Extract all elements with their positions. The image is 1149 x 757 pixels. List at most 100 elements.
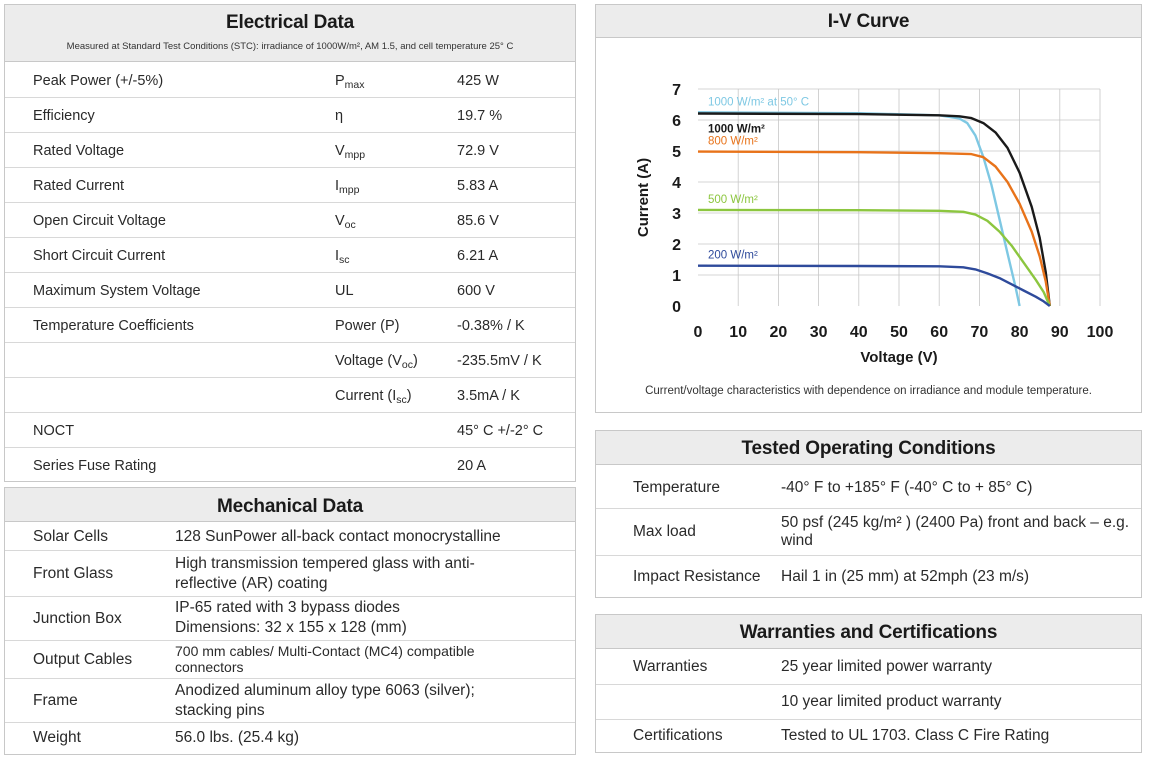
- x-tick-label: 80: [1011, 324, 1029, 341]
- electrical-row: Series Fuse Rating 20 A: [5, 448, 575, 483]
- warranty-row: Warranties 25 year limited power warrant…: [596, 650, 1141, 685]
- iv-caption: Current/voltage characteristics with dep…: [645, 385, 1092, 397]
- y-tick-label: 6: [672, 113, 681, 130]
- y-tick-label: 7: [672, 82, 681, 99]
- electrical-value: -0.38% / K: [457, 318, 525, 334]
- electrical-value: 5.83 A: [457, 178, 499, 194]
- electrical-value: 20 A: [457, 458, 487, 474]
- x-tick-label: 60: [930, 324, 948, 341]
- series-label: 1000 W/m²: [708, 123, 765, 135]
- mechanical-value: 700 mm cables/ Multi-Contact (MC4) compa…: [175, 643, 475, 675]
- x-tick-label: 30: [810, 324, 828, 341]
- electrical-value: 600 V: [457, 283, 495, 299]
- mechanical-row: Output Cables 700 mm cables/ Multi-Conta…: [5, 641, 575, 679]
- series-label: 1000 W/m² at 50° C: [708, 96, 809, 108]
- x-tick-label: 0: [694, 324, 703, 341]
- electrical-title: Electrical Data: [226, 12, 354, 33]
- tested-header: Tested Operating Conditions: [596, 431, 1141, 465]
- electrical-row: Efficiency η 19.7 %: [5, 98, 575, 133]
- electrical-value: 45° C +/-2° C: [457, 423, 544, 439]
- y-tick-label: 5: [672, 144, 681, 161]
- warranties-header: Warranties and Certifications: [596, 615, 1141, 649]
- mechanical-label: Output Cables: [33, 651, 133, 668]
- series-line: [697, 264, 1051, 307]
- electrical-label: Open Circuit Voltage: [33, 213, 166, 229]
- series-label: 200 W/m²: [708, 250, 758, 262]
- mechanical-label: Weight: [33, 729, 81, 746]
- x-tick-label: 100: [1087, 324, 1114, 341]
- tested-row: Temperature -40° F to +185° F (-40° C to…: [596, 466, 1141, 509]
- x-tick-label: 40: [850, 324, 868, 341]
- tested-label: Max load: [633, 523, 696, 540]
- electrical-value: -235.5mV / K: [457, 353, 542, 369]
- series-line: [697, 112, 1051, 307]
- x-axis-label: Voltage (V): [860, 349, 937, 366]
- series-label: 800 W/m²: [708, 136, 758, 148]
- mechanical-row: Frame Anodized aluminum alloy type 6063 …: [5, 679, 575, 723]
- y-axis-label: Current (A): [635, 158, 652, 237]
- mechanical-value: 56.0 lbs. (25.4 kg): [175, 729, 300, 746]
- electrical-value: 425 W: [457, 73, 499, 89]
- mechanical-label: Frame: [33, 692, 78, 709]
- x-tick-label: 20: [770, 324, 788, 341]
- x-tick-label: 10: [729, 324, 747, 341]
- mechanical-row: Weight 56.0 lbs. (25.4 kg): [5, 723, 575, 753]
- electrical-row: Short Circuit Current Isc 6.21 A: [5, 238, 575, 273]
- electrical-subtitle: Measured at Standard Test Conditions (ST…: [66, 41, 514, 52]
- mechanical-value: IP-65 rated with 3 bypass diodes Dimensi…: [175, 599, 407, 636]
- tested-value: 50 psf (245 kg/m² ) (2400 Pa) front and …: [781, 514, 1130, 549]
- electrical-symbol: Isc: [335, 248, 350, 266]
- electrical-symbol: Power (P): [335, 318, 400, 334]
- electrical-symbol: Vmpp: [335, 143, 366, 161]
- series-line: [697, 150, 1051, 307]
- mechanical-row: Solar Cells 128 SunPower all-back contac…: [5, 523, 575, 551]
- electrical-value: 72.9 V: [457, 143, 499, 159]
- electrical-label: Peak Power (+/-5%): [33, 73, 164, 89]
- electrical-label: Short Circuit Current: [33, 248, 166, 264]
- tested-title: Tested Operating Conditions: [741, 438, 996, 459]
- electrical-data-panel: Electrical Data Measured at Standard Tes…: [4, 4, 576, 482]
- tested-conditions-panel: Tested Operating Conditions Temperature …: [595, 430, 1142, 598]
- y-tick-label: 4: [672, 175, 681, 192]
- mechanical-row: Front Glass High transmission tempered g…: [5, 551, 575, 597]
- electrical-symbol: η: [335, 108, 344, 124]
- mechanical-value: High transmission tempered glass with an…: [175, 555, 475, 592]
- y-tick-label: 1: [672, 268, 681, 285]
- tested-row: Impact Resistance Hail 1 in (25 mm) at 5…: [596, 556, 1141, 597]
- warranties-panel: Warranties and Certifications Warranties…: [595, 614, 1142, 753]
- warranty-row: Certifications Tested to UL 1703. Class …: [596, 720, 1141, 752]
- electrical-label: NOCT: [33, 423, 75, 439]
- electrical-value: 19.7 %: [457, 108, 503, 124]
- x-tick-label: 90: [1051, 324, 1069, 341]
- x-tick-label: 50: [890, 324, 908, 341]
- iv-curve-panel: I-V Curve 0 1 2 3 4 5 6 7 0 10 20 30 40 50 60 70 80 90 100…: [595, 4, 1142, 413]
- warranty-label: Certifications: [633, 727, 723, 744]
- electrical-label: Rated Voltage: [33, 143, 125, 159]
- electrical-symbol: UL: [335, 283, 354, 299]
- warranties-title: Warranties and Certifications: [739, 622, 998, 643]
- mechanical-label: Solar Cells: [33, 528, 108, 545]
- warranty-value: 25 year limited power warranty: [781, 658, 993, 675]
- warranty-row: 10 year limited product warranty: [596, 685, 1141, 720]
- electrical-label: Temperature Coefficients: [33, 318, 194, 334]
- mechanical-value: Anodized aluminum alloy type 6063 (silve…: [175, 682, 475, 719]
- warranty-value: 10 year limited product warranty: [781, 693, 1002, 710]
- mechanical-row: Junction Box IP-65 rated with 3 bypass d…: [5, 597, 575, 641]
- tested-value: -40° F to +185° F (-40° C to + 85° C): [781, 479, 1033, 496]
- electrical-row: Rated Current Impp 5.83 A: [5, 168, 575, 203]
- y-tick-label: 2: [672, 237, 681, 254]
- mechanical-label: Junction Box: [33, 610, 122, 627]
- electrical-row: NOCT 45° C +/-2° C: [5, 413, 575, 448]
- mechanical-label: Front Glass: [33, 565, 114, 582]
- electrical-value: 3.5mA / K: [457, 388, 520, 404]
- series-line: [697, 208, 1051, 307]
- electrical-row: Rated Voltage Vmpp 72.9 V: [5, 133, 575, 168]
- electrical-value: 85.6 V: [457, 213, 499, 229]
- y-tick-label: 3: [672, 206, 681, 223]
- electrical-symbol: Pmax: [335, 73, 365, 91]
- electrical-symbol: Current (Isc): [335, 388, 412, 406]
- electrical-symbol: Impp: [335, 178, 360, 196]
- iv-title: I-V Curve: [827, 11, 910, 32]
- tested-label: Temperature: [633, 479, 721, 496]
